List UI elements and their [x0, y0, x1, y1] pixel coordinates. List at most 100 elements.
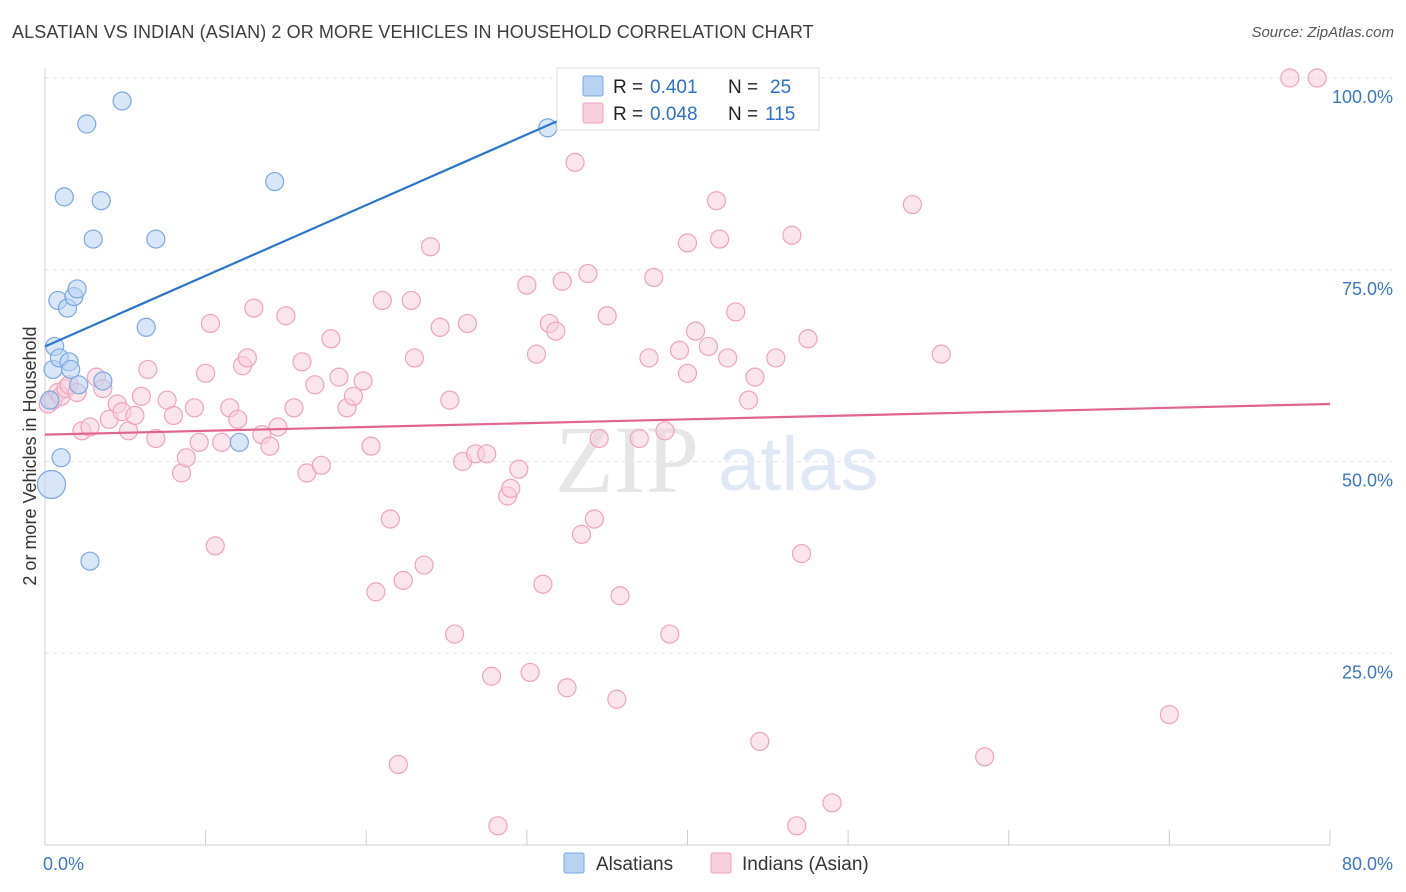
data-point [552, 271, 572, 291]
data-point [146, 229, 166, 249]
data-point [401, 290, 421, 311]
trend-line-alsatians [44, 76, 656, 348]
data-point [91, 191, 111, 211]
data-point [726, 302, 746, 322]
data-point [629, 428, 649, 449]
data-point [196, 363, 216, 383]
trend-line-indians [44, 402, 1331, 436]
data-point [750, 731, 770, 752]
data-point [660, 624, 680, 644]
data-point [54, 187, 74, 207]
x-tick-label-max: 80.0% [1342, 854, 1393, 874]
data-point [822, 793, 842, 813]
data-point [292, 352, 312, 372]
data-point [311, 455, 331, 475]
bottom-legend: Alsatians Indians (Asian) [563, 852, 869, 875]
data-point [520, 662, 540, 683]
data-point [931, 344, 951, 364]
data-point [710, 229, 730, 249]
data-point [607, 689, 627, 709]
bottom-legend-swatch-alsatians [563, 852, 585, 874]
data-point [205, 536, 225, 556]
data-point [975, 747, 995, 767]
data-point [589, 428, 609, 449]
data-point [329, 367, 349, 387]
gridlines [45, 77, 1392, 654]
data-point [1159, 705, 1179, 725]
data-point [565, 152, 585, 172]
data-point [404, 348, 425, 368]
data-point [268, 417, 288, 437]
y-tick-label: 100.0% [1332, 87, 1393, 107]
bottom-legend-label-alsatians: Alsatians [596, 854, 673, 875]
watermark-atlas: atlas [718, 422, 879, 507]
data-point [584, 509, 604, 529]
data-point [125, 405, 145, 426]
data-point [228, 409, 248, 429]
data-point [766, 348, 786, 368]
data-point [237, 348, 257, 368]
data-point [40, 390, 60, 410]
data-point [787, 816, 807, 836]
data-point [430, 317, 450, 337]
series-alsatians-points [36, 91, 558, 571]
legend-n-value-indians: 115 [765, 104, 795, 125]
data-point [414, 555, 434, 575]
data-point [305, 375, 325, 395]
data-point [393, 570, 413, 590]
data-point [229, 432, 249, 452]
data-point [146, 428, 166, 449]
data-point [782, 225, 802, 245]
data-point [677, 233, 698, 253]
data-point [571, 524, 592, 544]
data-point [380, 509, 400, 529]
data-point [677, 363, 698, 383]
data-point [343, 386, 363, 406]
data-point [420, 237, 441, 257]
data-point [284, 398, 304, 418]
data-point [212, 432, 232, 452]
data-point [902, 194, 922, 215]
data-point [163, 405, 184, 426]
data-point [83, 229, 103, 249]
data-point [388, 754, 408, 775]
data-point [176, 448, 196, 468]
data-point [610, 586, 630, 606]
y-tick-label: 25.0% [1342, 662, 1393, 682]
watermark-zip: ZIP [555, 406, 699, 513]
data-point [578, 263, 598, 284]
data-point [440, 390, 460, 410]
legend-swatch-indians [582, 102, 604, 124]
data-point [745, 367, 765, 387]
data-point [112, 91, 132, 111]
legend-n-value-alsatians: 25 [770, 77, 791, 98]
data-point [276, 306, 296, 326]
series-indians-points [38, 68, 1327, 836]
legend-r-value-indians: 0.048 [650, 104, 698, 125]
y-tick-label: 50.0% [1342, 471, 1393, 491]
legend: R = 0.401 N = 25 R = 0.048 N = 115 [556, 67, 820, 131]
x-ticks [44, 830, 1331, 845]
legend-r-value-alsatians: 0.401 [650, 77, 698, 98]
data-point [69, 375, 89, 395]
data-point [798, 329, 818, 349]
data-point [481, 666, 502, 686]
data-point [501, 478, 521, 498]
legend-n-label-alsatians: N = [728, 77, 758, 98]
data-point [184, 398, 204, 418]
data-point [131, 386, 151, 406]
data-point [706, 191, 727, 211]
data-point [509, 459, 529, 479]
data-point [372, 290, 392, 311]
data-point [597, 306, 617, 326]
legend-r-label-indians: R = [613, 104, 643, 125]
data-point [655, 421, 675, 441]
data-point [138, 359, 158, 380]
data-point [36, 469, 67, 500]
y-tick-labels: 25.0% 50.0% 75.0% 100.0% [1332, 87, 1393, 682]
data-point [557, 678, 577, 698]
data-point [477, 444, 497, 464]
data-point [488, 816, 508, 836]
x-tick-label-min: 0.0% [43, 854, 84, 874]
